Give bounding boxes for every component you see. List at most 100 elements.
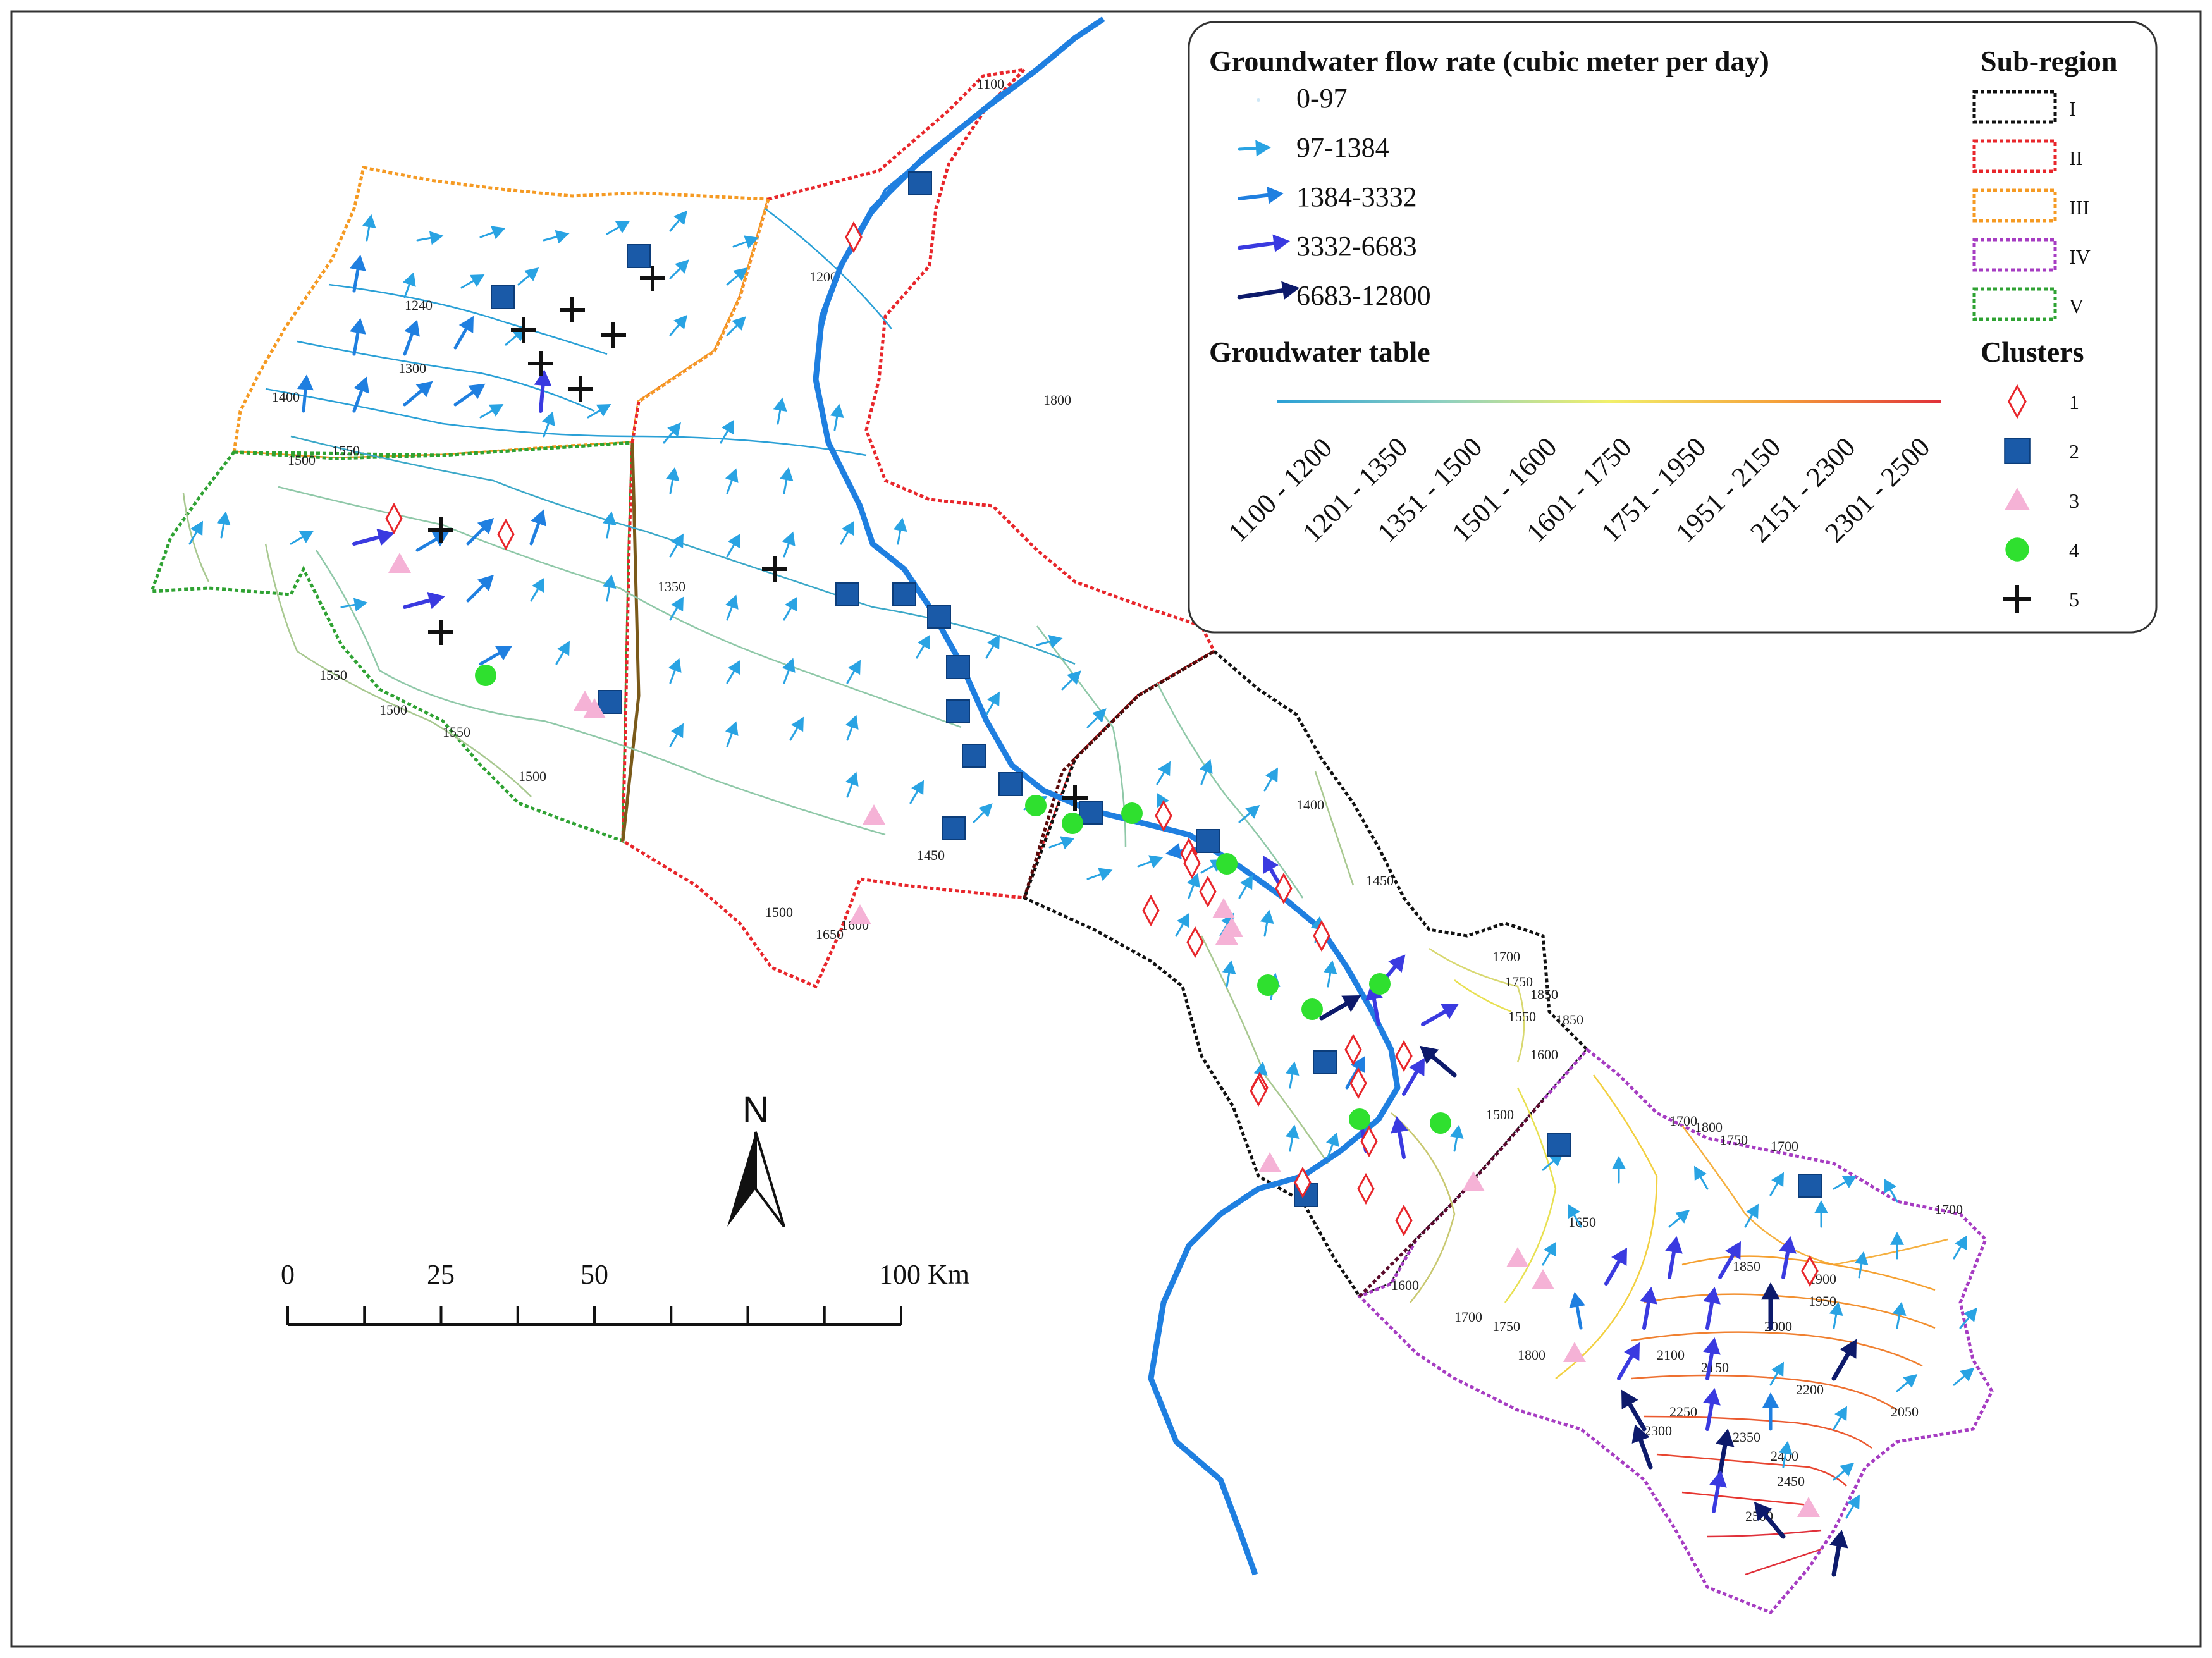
north-arrow-right-half: [754, 1131, 785, 1228]
flow-arrow: [350, 254, 366, 293]
cluster-2-marker: [908, 171, 932, 195]
flow-arrow: [479, 226, 506, 240]
flow-arrow: [188, 520, 203, 545]
cluster-3-marker: [1212, 898, 1235, 918]
flow-arrow: [403, 381, 433, 407]
contour-label: 1240: [405, 297, 433, 313]
plus-icon: [2003, 585, 2031, 613]
contour-line: [1631, 1374, 1898, 1411]
flow-arrow: [1814, 1200, 1828, 1228]
subregion-legend-swatch: [1972, 90, 2057, 124]
flow-arrow: [1833, 1176, 1857, 1190]
cluster-5-marker: [528, 351, 553, 376]
flow-arrow: [1829, 1301, 1843, 1329]
cluster-4-marker: [1369, 973, 1391, 995]
contour-line: [1681, 1491, 1809, 1506]
contour-label: 1550: [1508, 1009, 1536, 1024]
flow-legend-label: 1384-3332: [1296, 181, 1417, 212]
cluster-legend-label: 4: [2069, 539, 2079, 562]
flow-arrow: [460, 274, 485, 289]
flow-arrow: [1761, 1282, 1780, 1330]
flow-arrow: [1612, 1156, 1626, 1184]
divider-v-ii: [621, 442, 641, 842]
flow-arrow: [779, 467, 794, 494]
contour-line: [1555, 1074, 1658, 1379]
flow-arrow: [1631, 1424, 1653, 1470]
divider-iii-ii: [637, 199, 770, 403]
cluster-3-marker: [1563, 1342, 1586, 1362]
cluster-1-marker: [1395, 1204, 1413, 1237]
cluster-2-marker: [1798, 1174, 1822, 1198]
subregion-legend-swatch: [1972, 139, 2057, 173]
flow-legend-symbol: [1238, 140, 1271, 157]
contour-label: 1800: [1695, 1119, 1723, 1135]
flow-arrow: [1238, 875, 1253, 899]
cluster-2-marker: [491, 285, 515, 309]
contour-label: 1550: [443, 724, 470, 740]
flow-arrow: [543, 230, 570, 244]
cluster-3-marker: [1506, 1247, 1529, 1267]
cluster-5-marker: [568, 376, 593, 402]
contour-label: 1700: [1669, 1113, 1697, 1129]
flow-arrow: [1953, 1368, 1975, 1386]
flow-arrow: [1199, 759, 1213, 785]
cluster-3-marker: [1797, 1497, 1820, 1517]
subregion-legend-label: II: [2069, 147, 2082, 169]
contour-line: [1391, 1112, 1456, 1303]
north-label: N: [742, 1090, 769, 1131]
cluster-2-marker: [1079, 801, 1103, 825]
flow-arrow: [1694, 1165, 1709, 1190]
flow-arrow: [663, 422, 681, 444]
flow-arrow: [1665, 1236, 1683, 1279]
flow-arrow: [453, 316, 474, 350]
flow-arrow: [350, 317, 366, 356]
flow-arrow: [1754, 1501, 1786, 1539]
flow-arrow: [1260, 909, 1274, 937]
contour-line: [328, 283, 608, 355]
cluster-1-marker: [1313, 919, 1330, 952]
flow-arrow: [362, 214, 376, 242]
flow-arrow: [1779, 1236, 1797, 1279]
contour-label: 1950: [1809, 1293, 1836, 1309]
flow-arrow: [893, 517, 907, 545]
contour-label: 1450: [1366, 873, 1394, 888]
cluster-1-marker: [1344, 1033, 1362, 1066]
flow-arrow: [1569, 1291, 1585, 1330]
flow-arrow: [1222, 960, 1236, 988]
contour-label: 1850: [1733, 1258, 1760, 1274]
flow-arrow: [340, 598, 368, 612]
cluster-1-marker: [1357, 1172, 1375, 1205]
cluster-1-marker: [385, 502, 403, 535]
triangle-icon: [2005, 488, 2030, 510]
contour-line: [1156, 682, 1304, 899]
cluster-2-marker: [627, 244, 651, 268]
contour-label: 1400: [272, 389, 300, 405]
contour-label: 1700: [1935, 1201, 1963, 1217]
contour-label: 1800: [1043, 392, 1071, 408]
flow-arrow: [669, 210, 687, 232]
flow-arrow: [1048, 836, 1075, 850]
cluster-markers: [385, 171, 1822, 1517]
flow-arrow: [1959, 1307, 1977, 1329]
flow-arrow: [985, 691, 1000, 716]
flow-arrow: [297, 374, 314, 413]
contour-label: 1500: [1486, 1107, 1514, 1122]
flow-arrow: [1769, 1172, 1784, 1196]
north-arrow-left-half: [727, 1132, 756, 1227]
flow-arrow: [783, 596, 797, 621]
flow-arrow: [1186, 873, 1200, 899]
flow-arrow: [1402, 1057, 1425, 1096]
cluster-4-marker: [1430, 1112, 1451, 1134]
flow-arrow: [1892, 1301, 1907, 1329]
contour-line: [1504, 1087, 1557, 1303]
cluster-1-marker: [1275, 872, 1293, 905]
flow-arrow: [665, 467, 680, 494]
flow-arrow: [782, 531, 796, 558]
scale-label-25: 25: [427, 1259, 455, 1290]
contour-label: 1550: [319, 667, 347, 683]
flow-arrow: [840, 520, 854, 545]
flow-arrow: [668, 658, 682, 684]
cluster-4-marker: [1025, 795, 1047, 816]
cluster-4-marker: [1062, 813, 1083, 834]
